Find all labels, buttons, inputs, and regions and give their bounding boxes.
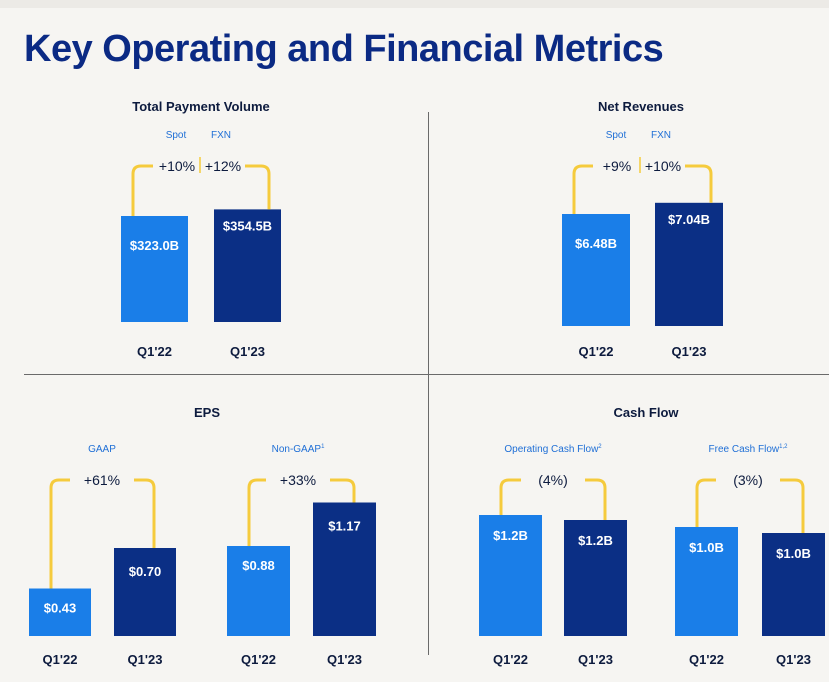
cash-flow-operating-value-label-q1-22: $1.2B [493, 528, 528, 543]
eps-non-gaap-value-label-q1-22: $0.88 [242, 558, 275, 573]
eps-gaap-bar-q1-23 [114, 548, 176, 636]
divider-horizontal [24, 374, 829, 375]
net-revenues-change-spot: +9% [603, 158, 631, 174]
eps-non-gaap-bar-q1-22 [227, 546, 290, 636]
eps-gaap-category-q1-22: Q1'22 [43, 652, 78, 667]
net-revenues-change-fxn: +10% [645, 158, 681, 174]
tpv-value-label-q1-22: $323.0B [130, 238, 179, 253]
cash-flow-operating-connector [499, 478, 607, 520]
eps-gaap-category-q1-23: Q1'23 [128, 652, 163, 667]
net-revenues-bar-q1-22 [562, 214, 630, 326]
tpv-category-q1-22: Q1'22 [137, 344, 172, 359]
divider-vertical-bottom [428, 375, 429, 655]
eps-non-gaap-value-label-q1-23: $1.17 [328, 519, 361, 534]
cash-flow-operating-bar-q1-23 [564, 520, 627, 636]
cash-flow-operating-category-q1-22: Q1'22 [493, 652, 528, 667]
cash-flow-operating-change: (4%) [538, 472, 568, 488]
eps-non-gaap-connector [247, 478, 356, 546]
tpv-value-label-q1-23: $354.5B [223, 218, 272, 233]
cash-flow-operating-bar-q1-22 [479, 515, 542, 636]
tpv-sublabel-fxn: FXN [211, 130, 231, 141]
tpv-connector [131, 164, 271, 216]
tpv-change-fxn: +12% [205, 158, 241, 174]
top-bar [0, 0, 829, 8]
eps-non-gaap-group-label: Non-GAAP1 [272, 444, 325, 455]
cash-flow-free-value-label-q1-23: $1.0B [776, 546, 811, 561]
cash-flow-free-change: (3%) [733, 472, 763, 488]
net-revenues-value-label-q1-23: $7.04B [668, 212, 710, 227]
eps-non-gaap-change: +33% [280, 472, 316, 488]
cash-flow-free-category-q1-23: Q1'23 [776, 652, 811, 667]
eps-gaap-change: +61% [84, 472, 120, 488]
net-revenues-sublabel-spot: Spot [606, 130, 627, 141]
net-revenues-category-q1-23: Q1'23 [672, 344, 707, 359]
eps-non-gaap-category-q1-23: Q1'23 [327, 652, 362, 667]
tpv-category-q1-23: Q1'23 [230, 344, 265, 359]
cash-flow-operating-value-label-q1-23: $1.2B [578, 533, 613, 548]
tpv-sublabel-spot: Spot [166, 130, 187, 141]
cash-flow-free-group-label: Free Cash Flow1,2 [709, 444, 789, 455]
net-revenues-sublabel-fxn: FXN [651, 130, 671, 141]
net-revenues-title: Net Revenues [598, 99, 684, 114]
eps-gaap-bar-q1-22 [29, 588, 91, 636]
cash-flow-free-value-label-q1-22: $1.0B [689, 540, 724, 555]
cash-flow-operating-category-q1-23: Q1'23 [578, 652, 613, 667]
eps-gaap-value-label-q1-22: $0.43 [44, 601, 77, 616]
net-revenues-category-q1-22: Q1'22 [579, 344, 614, 359]
divider-vertical-top [428, 112, 429, 374]
tpv-bar-q1-22 [121, 216, 188, 322]
eps-title: EPS [194, 405, 220, 420]
eps-non-gaap-bar-q1-23 [313, 502, 376, 636]
net-revenues-bar-q1-23 [655, 202, 723, 326]
tpv-bar-q1-23 [214, 209, 281, 322]
net-revenues-value-label-q1-22: $6.48B [575, 236, 617, 251]
cash-flow-operating-group-label: Operating Cash Flow2 [504, 444, 602, 455]
cash-flow-free-category-q1-22: Q1'22 [689, 652, 724, 667]
cash-flow-free-bar-q1-22 [675, 527, 738, 636]
cash-flow-free-bar-q1-23 [762, 533, 825, 636]
eps-gaap-group-label: GAAP [88, 444, 116, 455]
eps-gaap-connector [49, 478, 156, 589]
page-title: Key Operating and Financial Metrics [24, 28, 664, 70]
cash-flow-title: Cash Flow [613, 405, 679, 420]
net-revenues-connector [572, 164, 713, 214]
cash-flow-free-connector [695, 478, 805, 533]
tpv-title: Total Payment Volume [132, 99, 270, 114]
tpv-change-spot: +10% [159, 158, 195, 174]
eps-gaap-value-label-q1-23: $0.70 [129, 564, 162, 579]
eps-non-gaap-category-q1-22: Q1'22 [241, 652, 276, 667]
